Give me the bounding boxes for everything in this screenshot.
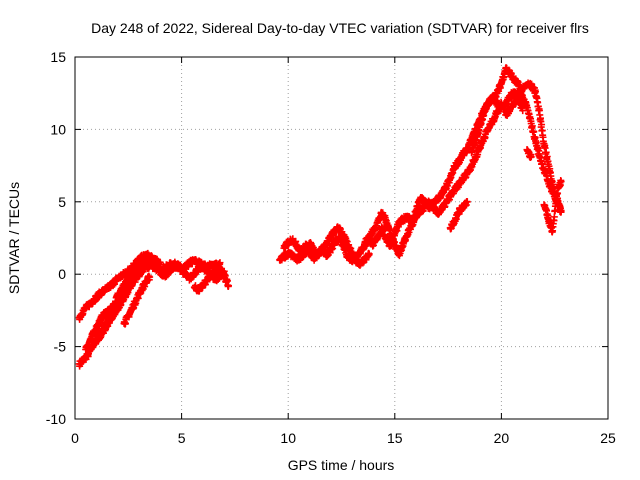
data-point — [557, 178, 565, 186]
data-point — [365, 250, 373, 258]
plot-frame — [74, 56, 609, 420]
y-tick-label: 5 — [58, 194, 66, 210]
y-axis-label: SDTVAR / TECUs — [6, 182, 22, 294]
data-points — [75, 64, 565, 370]
x-tick-label: 15 — [387, 430, 403, 446]
data-point — [216, 259, 224, 267]
x-axis-label: GPS time / hours — [288, 457, 395, 473]
y-tick-label: -5 — [54, 339, 67, 355]
data-point — [557, 206, 565, 214]
data-point — [156, 259, 164, 267]
x-tick-label: 5 — [178, 430, 186, 446]
x-tick-label: 20 — [494, 430, 510, 446]
data-point — [463, 198, 471, 206]
y-tick-label: 0 — [58, 266, 66, 282]
x-tick-label: 25 — [600, 430, 616, 446]
data-point — [225, 282, 233, 290]
data-point — [519, 107, 527, 115]
data-point — [146, 273, 154, 281]
chart-title: Day 248 of 2022, Sidereal Day-to-day VTE… — [91, 20, 589, 36]
y-tick-label: 10 — [50, 121, 66, 137]
data-point — [552, 198, 560, 206]
y-tick-label: -10 — [46, 411, 66, 427]
data-point — [538, 121, 546, 129]
y-tick-label: 15 — [50, 49, 66, 65]
data-point — [220, 267, 228, 275]
data-point — [527, 153, 535, 161]
x-tick-label: 10 — [280, 430, 296, 446]
x-tick-label: 0 — [71, 430, 79, 446]
